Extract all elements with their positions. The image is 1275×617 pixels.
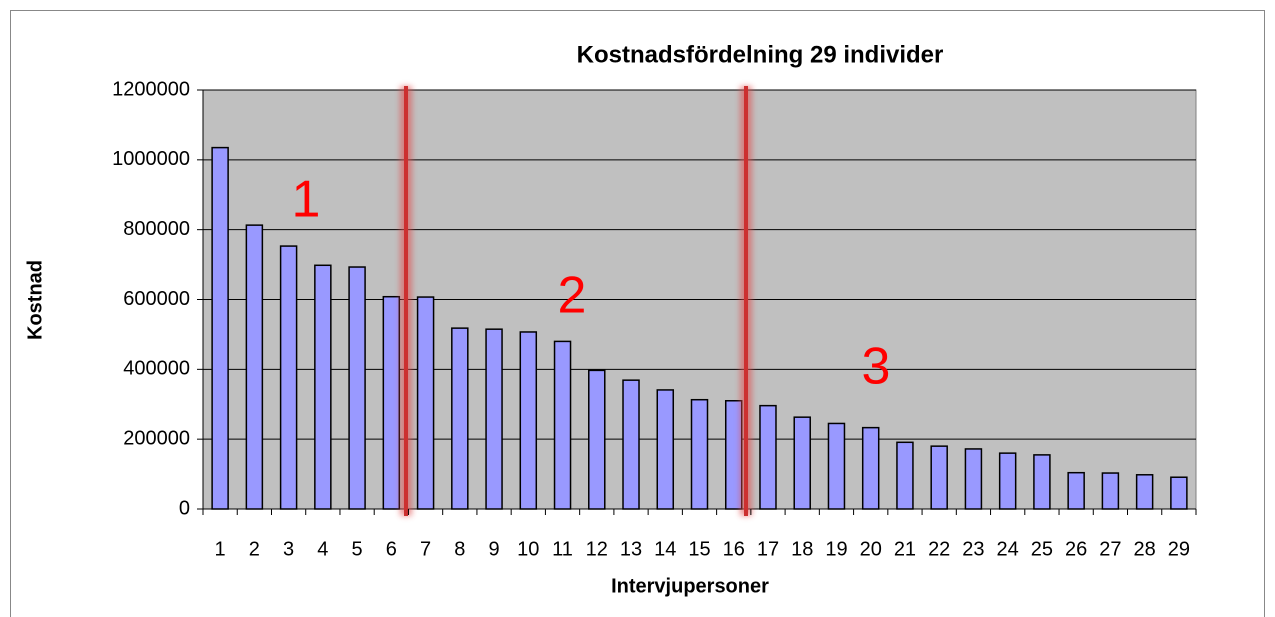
bar: [588, 369, 606, 510]
x-tick-label: 27: [1099, 538, 1121, 560]
bar: [314, 264, 332, 510]
bar: [1101, 472, 1120, 510]
x-tick-label: 4: [317, 538, 328, 560]
chart-title: Kostnadsfördelning 29 individer: [577, 41, 944, 68]
x-tick-label: 9: [488, 538, 499, 560]
x-tick-label: 29: [1168, 538, 1190, 560]
x-tick-label: 14: [654, 538, 676, 560]
x-tick-label: 22: [928, 538, 950, 560]
y-tick-label: 400000: [123, 358, 190, 380]
bar: [1135, 474, 1154, 510]
bar: [451, 327, 469, 510]
bar: [896, 441, 914, 510]
x-tick-label: 18: [791, 538, 813, 560]
x-tick-label: 5: [352, 538, 363, 560]
x-tick-label: 26: [1065, 538, 1087, 560]
bar: [930, 445, 948, 510]
y-tick-label: 1000000: [112, 148, 190, 170]
bar: [519, 331, 538, 510]
x-tick-label: 25: [1031, 538, 1053, 560]
bar: [348, 266, 366, 510]
x-axis-title: Intervjupersoner: [611, 575, 769, 597]
x-tick-label: 15: [688, 538, 710, 560]
bar: [690, 398, 709, 510]
x-tick-label: 23: [962, 538, 984, 560]
bar: [1033, 454, 1051, 510]
x-tick-label: 16: [723, 538, 745, 560]
x-tick-label: 24: [997, 538, 1019, 560]
bar: [485, 328, 503, 510]
x-tick-label: 7: [420, 538, 431, 560]
bar: [245, 224, 264, 510]
bar: [793, 416, 811, 510]
x-tick-label: 20: [860, 538, 882, 560]
x-tick-label: 17: [757, 538, 779, 560]
x-tick-label: 10: [517, 538, 539, 560]
y-tick-label: 0: [179, 497, 190, 519]
y-tick-label: 200000: [123, 427, 190, 449]
x-tick-label: 8: [454, 538, 465, 560]
bar: [382, 295, 401, 510]
y-tick-label: 800000: [123, 218, 190, 240]
x-tick-label: 1: [215, 538, 226, 560]
bar: [964, 448, 983, 510]
x-tick-label: 2: [249, 538, 260, 560]
bar: [656, 389, 675, 510]
x-tick-label: 28: [1134, 538, 1156, 560]
bar: [759, 404, 777, 510]
annotation: 2: [558, 267, 587, 325]
bar: [279, 245, 298, 510]
bar: [827, 422, 846, 510]
bar: [724, 400, 743, 510]
bar: [211, 146, 229, 510]
separator: [740, 86, 752, 516]
x-tick-label: 19: [825, 538, 847, 560]
x-tick-label: 13: [620, 538, 642, 560]
bar: [1067, 471, 1085, 510]
bar: [1170, 476, 1188, 510]
x-tick-label: 11: [552, 538, 573, 560]
bar: [416, 296, 435, 510]
y-tick-label: 1200000: [112, 78, 190, 100]
separator: [400, 86, 412, 516]
bar: [998, 452, 1017, 510]
annotation: 1: [292, 171, 321, 229]
x-tick-label: 21: [894, 538, 916, 560]
bar: [861, 426, 880, 510]
annotation: 3: [862, 338, 891, 396]
bar: [553, 340, 572, 510]
x-tick-label: 3: [283, 538, 294, 560]
y-axis-title: Kostnad: [24, 260, 46, 340]
y-tick-label: 600000: [123, 288, 190, 310]
bar: [622, 379, 640, 510]
x-tick-label: 12: [586, 538, 608, 560]
x-tick-label: 6: [386, 538, 397, 560]
